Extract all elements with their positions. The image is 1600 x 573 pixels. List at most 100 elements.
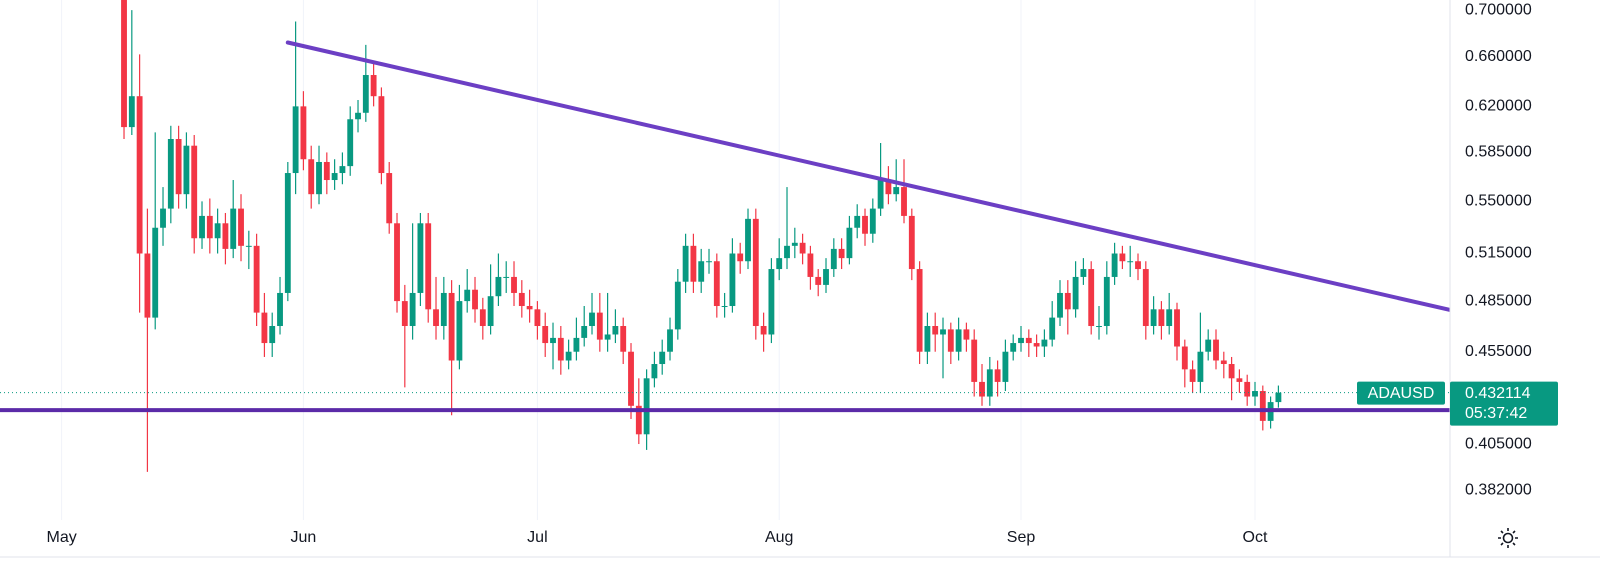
candle-body	[331, 173, 338, 181]
candle-body	[1275, 392, 1282, 403]
candle-body	[1142, 269, 1149, 327]
y-tick-label: 0.620000	[1465, 98, 1532, 115]
candle-body	[815, 276, 822, 285]
candle-body	[222, 223, 229, 249]
candle-body	[1236, 378, 1243, 382]
candle-body	[378, 96, 385, 174]
candle-body	[729, 253, 736, 307]
candle-body	[1244, 381, 1251, 397]
candle-body	[136, 96, 143, 254]
candle-body	[1197, 351, 1204, 382]
candle-body	[1111, 253, 1118, 277]
candle-body	[947, 329, 954, 352]
candle-body	[511, 276, 517, 293]
candle-body	[394, 223, 400, 302]
y-tick-label: 0.382000	[1465, 482, 1532, 499]
axes	[0, 0, 1600, 558]
candle-body	[776, 258, 783, 270]
candle-body	[1080, 269, 1087, 277]
candle-body	[230, 208, 237, 249]
candle-body	[979, 381, 985, 397]
candle-body	[1088, 269, 1095, 327]
candle-body	[869, 208, 876, 234]
candle-body	[620, 326, 627, 352]
candle-body	[284, 173, 291, 293]
candle-body	[160, 208, 166, 228]
x-tick-label: May	[47, 529, 77, 546]
candle-body	[1096, 326, 1102, 328]
candle-body	[1150, 309, 1157, 327]
candle-body	[183, 145, 190, 195]
candle-body	[167, 139, 174, 209]
candle-body	[916, 269, 923, 352]
candle-body	[1174, 309, 1180, 347]
candle-body	[596, 312, 603, 340]
candle-body	[698, 261, 705, 282]
candle-body	[1213, 339, 1219, 361]
candle-body	[635, 405, 642, 435]
candle-body	[706, 261, 712, 263]
candle-body	[581, 326, 588, 338]
price-badge	[1450, 381, 1558, 426]
candle-body	[269, 326, 276, 344]
candle-body	[674, 281, 681, 330]
candle-body	[316, 161, 322, 195]
y-tick-label: 0.455000	[1465, 343, 1532, 360]
candle-body	[1181, 346, 1188, 370]
candle-body	[323, 161, 330, 181]
candle-body	[924, 326, 931, 352]
candle-body	[401, 301, 408, 327]
candle-body	[612, 326, 619, 335]
symbol-badge	[1357, 381, 1445, 405]
candle-body	[690, 245, 697, 282]
candle-body	[1025, 337, 1032, 344]
candle-body	[308, 159, 315, 195]
candle-body	[628, 351, 634, 406]
candle-body	[456, 301, 463, 361]
x-tick-label: Jun	[291, 529, 317, 546]
y-tick-label: 0.660000	[1465, 48, 1532, 65]
candle-body	[1259, 391, 1266, 421]
x-tick-label: Jul	[527, 529, 547, 546]
candle-body	[862, 215, 868, 234]
candle-body	[1018, 337, 1024, 344]
candle-body	[464, 289, 471, 302]
candle-body	[542, 326, 549, 344]
trend-line	[285, 40, 1450, 312]
candle-body	[526, 306, 533, 310]
candle-body	[495, 276, 502, 297]
candle-body	[893, 187, 900, 195]
candle-body	[643, 378, 650, 435]
candle-body	[214, 223, 221, 239]
candle-body	[1252, 391, 1258, 397]
candle-body	[370, 75, 377, 97]
candle-body	[362, 75, 369, 113]
candle-body	[565, 351, 572, 361]
candle-body	[1189, 369, 1196, 382]
last-price-label: 0.432114	[1465, 385, 1531, 402]
candle-body	[472, 289, 478, 310]
candle-body	[245, 245, 252, 247]
candle-body	[752, 218, 759, 327]
candle-body	[1127, 261, 1134, 263]
candle-body	[1064, 292, 1071, 310]
candle-body	[300, 106, 307, 160]
candle-body	[479, 309, 486, 327]
symbol-label: ADAUSD	[1368, 385, 1435, 402]
candle-body	[448, 292, 455, 361]
candle-body	[433, 309, 439, 327]
candle-body	[604, 334, 611, 340]
candle-body	[199, 215, 205, 239]
candle-body	[550, 337, 556, 344]
candle-body	[667, 329, 673, 352]
candle-body	[721, 306, 728, 308]
y-tick-label: 0.405000	[1465, 435, 1532, 452]
settings-icon[interactable]	[1498, 528, 1518, 548]
candle-body	[784, 245, 790, 259]
candle-body	[854, 215, 861, 228]
candle-body	[518, 292, 525, 307]
candle-body	[355, 112, 361, 120]
candle-body	[877, 180, 884, 209]
